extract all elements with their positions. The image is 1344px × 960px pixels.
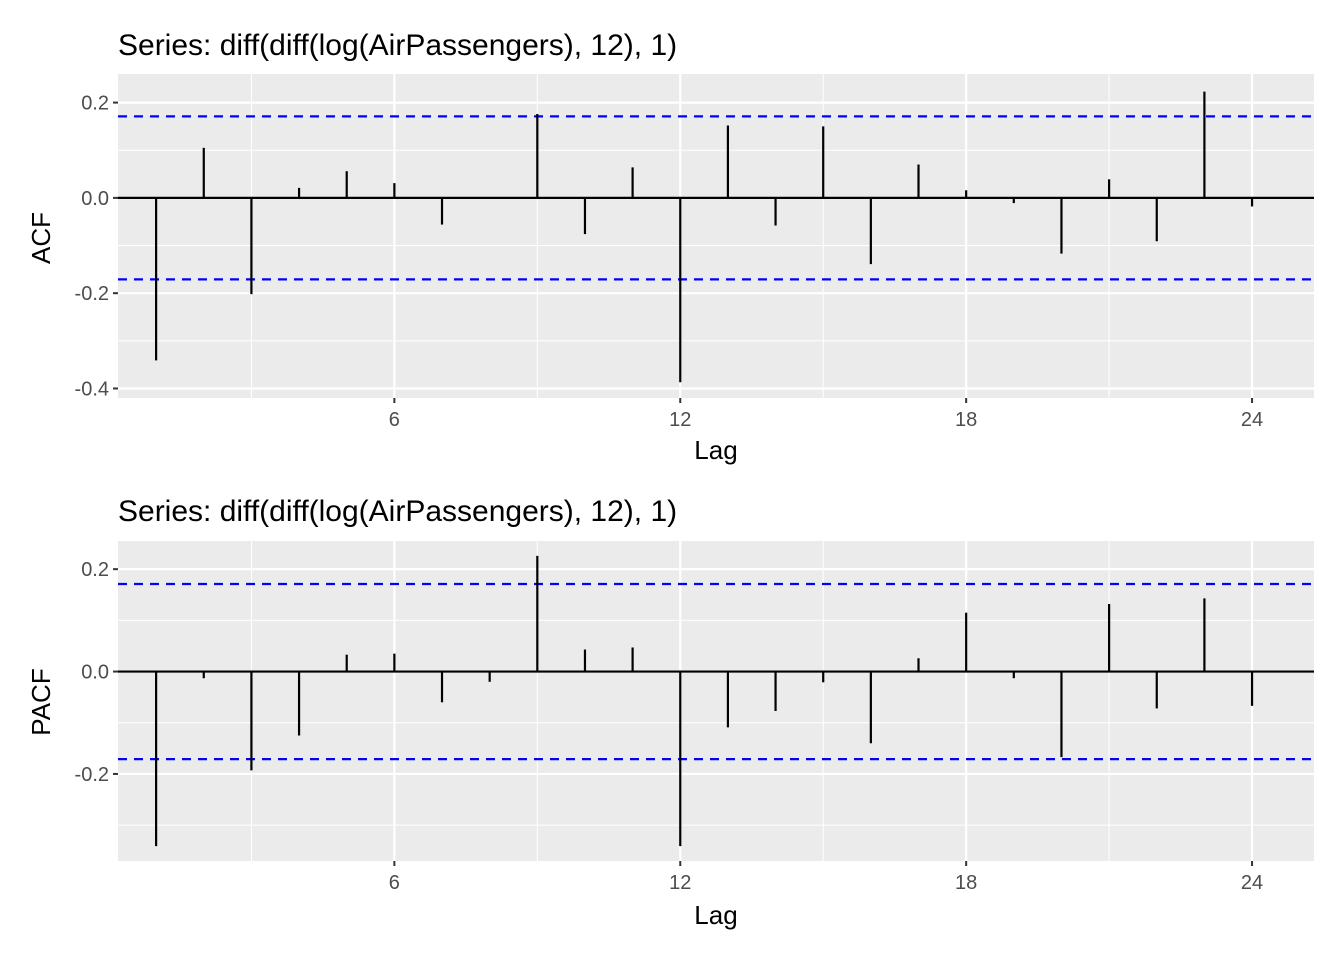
acf-x-tick-label: 24	[1241, 409, 1263, 431]
pacf-y-tick-label: 0.0	[81, 662, 109, 684]
pacf-y-axis-label: PACF	[26, 668, 56, 735]
acf-title: Series: diff(diff(log(AirPassengers), 12…	[118, 29, 677, 62]
pacf-y-tick-label: 0.2	[81, 559, 109, 581]
pacf-axes: -0.2 0.0 0.2 6 12 18 24	[75, 559, 1264, 894]
acf-x-tick-label: 6	[389, 409, 400, 431]
acf-x-tick-label: 18	[955, 409, 977, 431]
acf-confidence-bounds	[118, 115, 1314, 281]
pacf-x-tick-label: 12	[669, 872, 691, 894]
acf-plot-panel	[118, 74, 1314, 398]
acf-y-tick-label: -0.2	[75, 283, 109, 305]
pacf-x-axis-label: Lag	[694, 900, 737, 930]
pacf-title: Series: diff(diff(log(AirPassengers), 12…	[118, 495, 677, 528]
acf-y-tick-label: -0.4	[75, 378, 109, 400]
acf-axes: -0.4 -0.2 0.0 0.2 6 12 18 24	[75, 93, 1264, 431]
pacf-x-tick-label: 24	[1241, 872, 1263, 894]
acf-x-tick-label: 12	[669, 409, 691, 431]
pacf-chart: Series: diff(diff(log(AirPassengers), 12…	[26, 495, 1314, 930]
pacf-plot-panel	[118, 541, 1314, 861]
acf-y-axis-label: ACF	[26, 212, 56, 264]
pacf-y-tick-label: -0.2	[75, 764, 109, 786]
pacf-confidence-bounds	[118, 582, 1314, 761]
acf-bars	[118, 91, 1314, 383]
acf-chart: Series: diff(diff(log(AirPassengers), 12…	[26, 29, 1314, 465]
acf-x-axis-label: Lag	[694, 435, 737, 465]
pacf-bars	[118, 555, 1314, 847]
pacf-x-tick-label: 6	[389, 872, 400, 894]
acf-y-tick-label: 0.2	[81, 93, 109, 115]
pacf-x-tick-label: 18	[955, 872, 977, 894]
acf-y-tick-label: 0.0	[81, 188, 109, 210]
